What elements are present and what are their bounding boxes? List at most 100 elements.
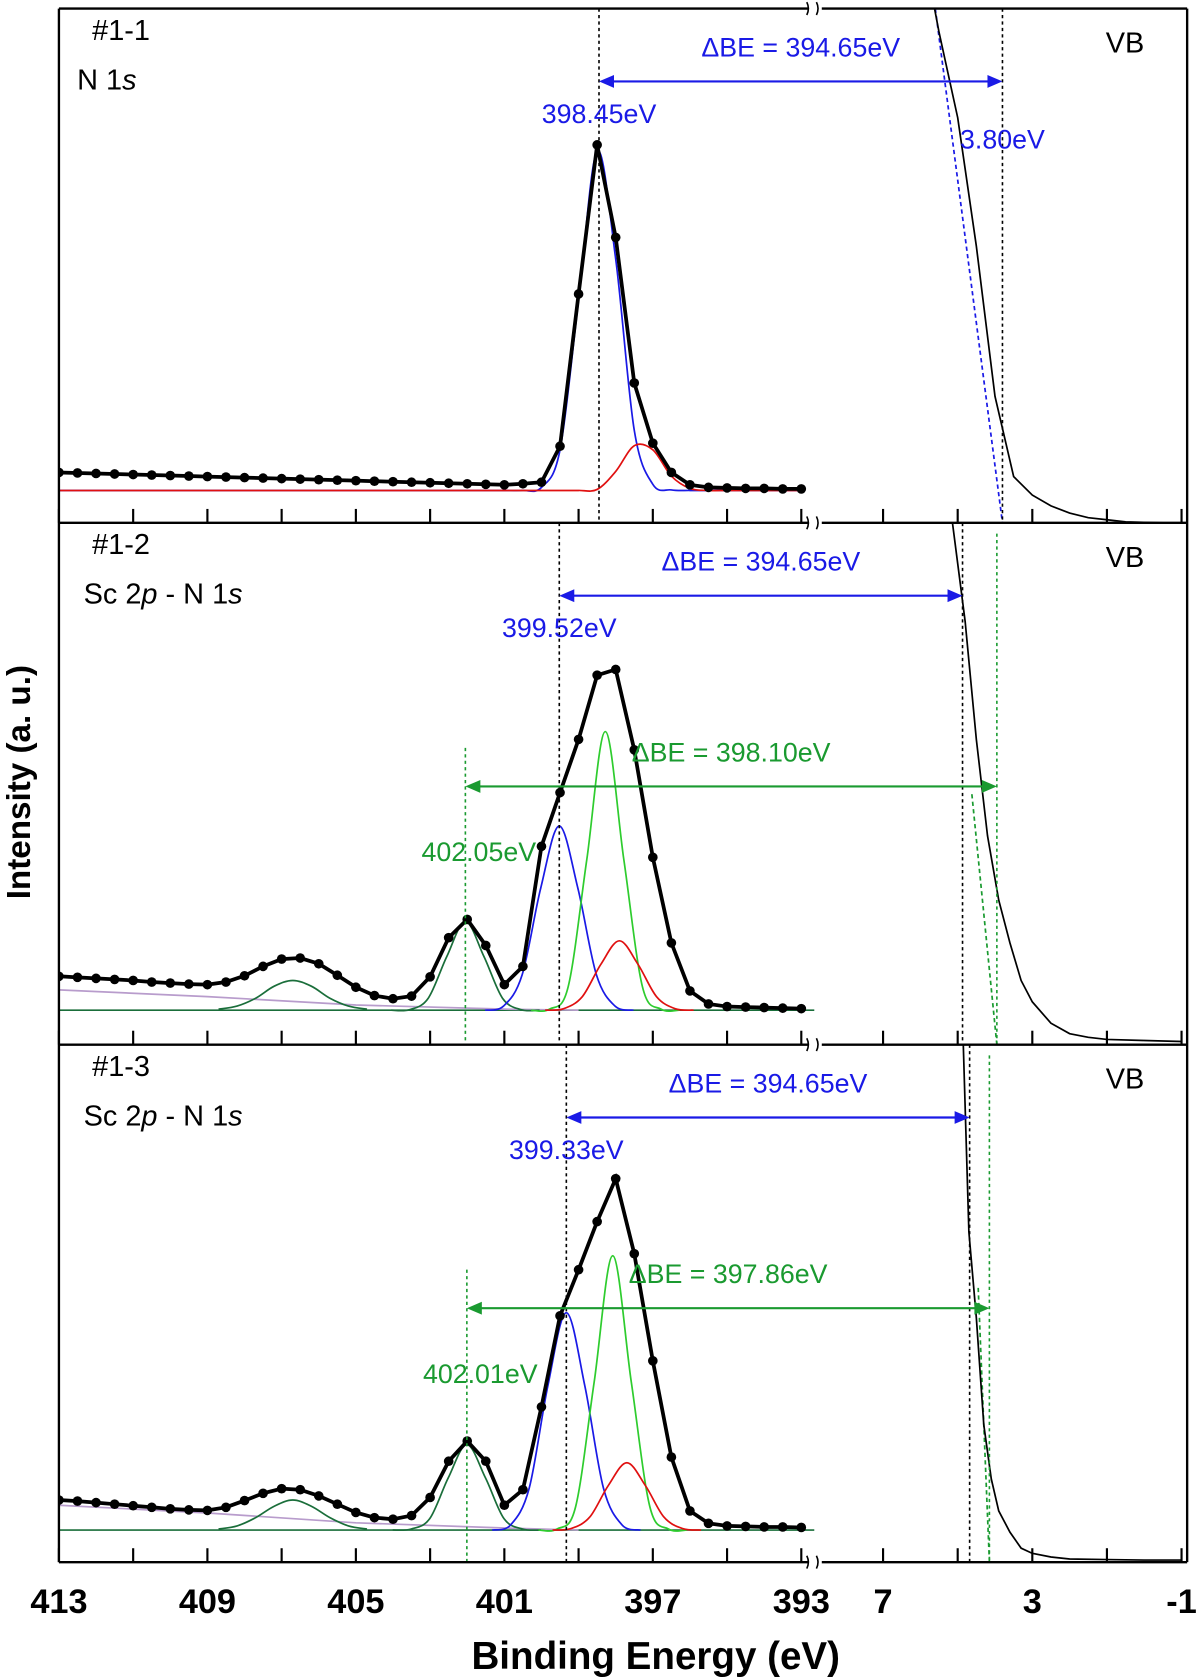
- fit-curve: [491, 1311, 641, 1531]
- delta-label: ΔBE = 398.10eV: [632, 737, 831, 767]
- region-part: s: [122, 64, 136, 96]
- peak-label: 399.33eV: [509, 1135, 624, 1165]
- data-point: [796, 1003, 807, 1014]
- x-tick-label: -1: [1166, 1583, 1196, 1621]
- vb-label: VB: [1106, 542, 1145, 574]
- axis-break: [806, 1037, 819, 1052]
- x-tick-label: 7: [874, 1583, 893, 1621]
- data-point: [332, 475, 343, 485]
- data-point: [480, 479, 491, 490]
- data-point: [146, 977, 157, 987]
- x-tick-label: 409: [179, 1583, 236, 1621]
- data-point: [722, 483, 732, 493]
- sample-label: #1-2: [92, 529, 150, 561]
- data-point: [406, 1510, 417, 1521]
- data-point: [72, 1496, 83, 1506]
- fit-curve: [58, 443, 802, 492]
- data-point: [740, 1002, 751, 1012]
- arrowhead: [981, 780, 997, 793]
- data-point: [165, 978, 176, 988]
- data-point: [740, 483, 751, 494]
- data-point: [202, 979, 213, 990]
- data-point: [221, 1502, 231, 1513]
- data-point: [295, 953, 306, 963]
- data-point: [276, 1483, 287, 1494]
- arrowhead: [947, 589, 963, 603]
- arrowhead: [974, 1301, 990, 1315]
- axis-break: [806, 1, 819, 16]
- region-label: Sc 2p - N 1s: [84, 1100, 243, 1132]
- data-point: [647, 852, 658, 863]
- fit-curve: [218, 979, 368, 1011]
- data-point: [58, 1495, 64, 1505]
- region-part: - N 1: [157, 578, 228, 610]
- arrowhead: [566, 1111, 582, 1124]
- data-point: [499, 979, 510, 990]
- data-point: [722, 1521, 732, 1531]
- data-point: [518, 961, 528, 972]
- data-point: [480, 1456, 491, 1467]
- data-point: [685, 1506, 695, 1516]
- data-point: [406, 991, 417, 1001]
- data-point: [536, 477, 547, 488]
- data-point: [239, 1495, 250, 1506]
- data-point: [128, 469, 138, 480]
- sample-label: #1-3: [92, 1051, 150, 1083]
- data-point: [425, 1492, 435, 1503]
- x-tick-label: 397: [624, 1583, 681, 1621]
- data-point: [165, 1504, 176, 1514]
- data-point: [499, 1500, 510, 1511]
- data-point: [239, 970, 250, 981]
- data-point: [629, 378, 640, 388]
- x-axis-label: Binding Energy (eV): [471, 1635, 840, 1678]
- data-point: [703, 482, 714, 493]
- peak-label: 402.05eV: [421, 837, 536, 867]
- data-point: [425, 477, 435, 488]
- delta-label: ΔBE = 394.65eV: [662, 547, 861, 577]
- data-point: [313, 958, 324, 969]
- data-point: [555, 441, 565, 452]
- data-point: [685, 479, 695, 490]
- data-point: [555, 787, 565, 798]
- data-point: [703, 999, 714, 1009]
- data-point: [146, 1502, 157, 1513]
- peak-label: 398.45eV: [542, 99, 657, 129]
- data-point: [72, 468, 83, 478]
- data-point: [128, 975, 138, 986]
- data-point: [796, 484, 807, 494]
- data-point: [276, 473, 287, 484]
- data-point: [592, 1216, 602, 1227]
- axis-break: [806, 1555, 819, 1569]
- data-point: [109, 469, 120, 479]
- data-point: [592, 140, 602, 150]
- data-point: [72, 972, 83, 983]
- data-point: [128, 1500, 138, 1511]
- data-point: [184, 979, 194, 989]
- data-point: [406, 477, 417, 488]
- axis-break: [807, 515, 822, 531]
- data-point: [666, 1452, 677, 1462]
- region-part: Sc 2: [84, 578, 142, 610]
- x-tick-label: 405: [327, 1583, 384, 1621]
- delta-label: ΔBE = 394.65eV: [669, 1068, 868, 1098]
- data-point: [239, 472, 250, 483]
- data-point: [536, 841, 547, 852]
- data-point: [443, 1456, 454, 1467]
- panel: [58, 522, 1182, 1045]
- data-point: [443, 932, 454, 943]
- data-point: [202, 471, 213, 482]
- data-point: [740, 1521, 751, 1532]
- data-point: [295, 474, 306, 484]
- data-point: [685, 986, 695, 996]
- fit-curve: [971, 794, 998, 1045]
- x-tick-label: 401: [476, 1583, 533, 1621]
- data-point: [313, 1491, 324, 1501]
- fit-curve: [962, 1044, 1182, 1561]
- data-point: [351, 1507, 361, 1518]
- data-point: [629, 1248, 640, 1259]
- data-point: [666, 938, 677, 948]
- data-point: [499, 479, 510, 490]
- data-point: [221, 977, 231, 987]
- fit-curve: [58, 988, 579, 1012]
